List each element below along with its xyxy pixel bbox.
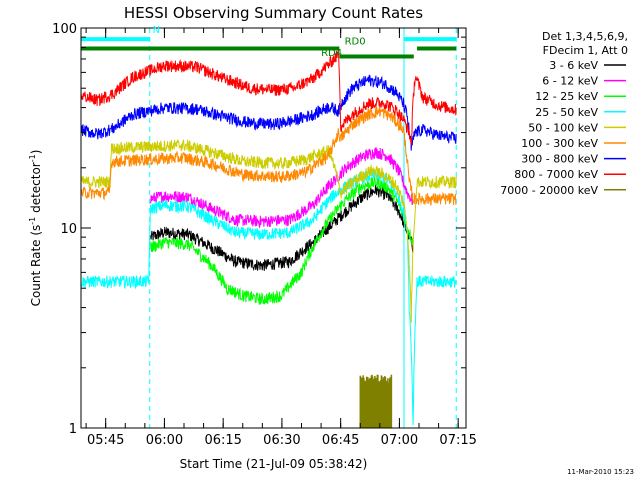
legend-entry-label: 12 - 25 keV bbox=[535, 90, 598, 103]
y-tick-label: 1 bbox=[69, 422, 77, 437]
legend-entry-label: 50 - 100 keV bbox=[528, 121, 598, 134]
y-label-part: Count Rate (s bbox=[29, 225, 43, 307]
x-tick-label: 06:00 bbox=[146, 433, 183, 448]
series-line bbox=[81, 74, 457, 151]
footer-date: 11-Mar-2010 15:23 bbox=[567, 468, 634, 476]
series-layer bbox=[81, 49, 457, 428]
x-tick-label: 06:15 bbox=[204, 433, 241, 448]
x-tick-label: 07:15 bbox=[439, 433, 476, 448]
legend: Det 1,3,4,5,6,9, FDecim 1, Att 0 3 - 6 k… bbox=[500, 30, 628, 197]
y-axis-label: Count Rate (s-1 detector-1) bbox=[28, 150, 43, 307]
legend-entry-label: 300 - 800 keV bbox=[521, 153, 598, 166]
x-tick-label: 05:45 bbox=[87, 433, 124, 448]
y-label-part: ) bbox=[29, 150, 43, 155]
annotation-label: N bbox=[153, 25, 160, 36]
x-tick-label: 06:30 bbox=[263, 433, 300, 448]
legend-entry-label: 800 - 7000 keV bbox=[514, 168, 598, 181]
y-tick-label: 10 bbox=[60, 222, 77, 237]
series-line bbox=[81, 49, 457, 146]
annotation-label: RD4 bbox=[321, 48, 342, 59]
legend-header-line: Det 1,3,4,5,6,9, bbox=[542, 30, 628, 43]
axes: 1 10 100 05:45 06:00 06:15 06:30 06:45 07:00 07:1… bbox=[52, 22, 477, 448]
y-label-part: detector bbox=[29, 162, 43, 217]
series-line bbox=[150, 147, 414, 229]
legend-header-line: FDecim 1, Att 0 bbox=[543, 44, 628, 57]
series-line bbox=[150, 184, 414, 272]
chart-title: HESSI Observing Summary Count Rates bbox=[124, 4, 423, 22]
legend-entry-label: 7000 - 20000 keV bbox=[500, 184, 598, 197]
series-line bbox=[150, 176, 414, 305]
x-tick-label: 06:45 bbox=[322, 433, 359, 448]
x-tick-label: 07:00 bbox=[381, 433, 418, 448]
annotation-label: RD0 bbox=[345, 36, 366, 47]
series-line bbox=[81, 139, 457, 323]
y-label-sup: -1 bbox=[28, 217, 37, 225]
legend-entry-label: 100 - 300 keV bbox=[521, 137, 598, 150]
legend-entry-label: 25 - 50 keV bbox=[535, 106, 598, 119]
x-axis-label: Start Time (21-Jul-09 05:38:42) bbox=[180, 457, 368, 471]
legend-entry-label: 6 - 12 keV bbox=[542, 75, 598, 88]
y-label-sup: -1 bbox=[28, 154, 37, 162]
series-line bbox=[81, 105, 457, 206]
state-bars bbox=[81, 37, 457, 59]
y-tick-label: 100 bbox=[52, 22, 77, 37]
series-7000-20000keV bbox=[359, 374, 393, 428]
legend-entry-label: 3 - 6 keV bbox=[549, 59, 598, 72]
